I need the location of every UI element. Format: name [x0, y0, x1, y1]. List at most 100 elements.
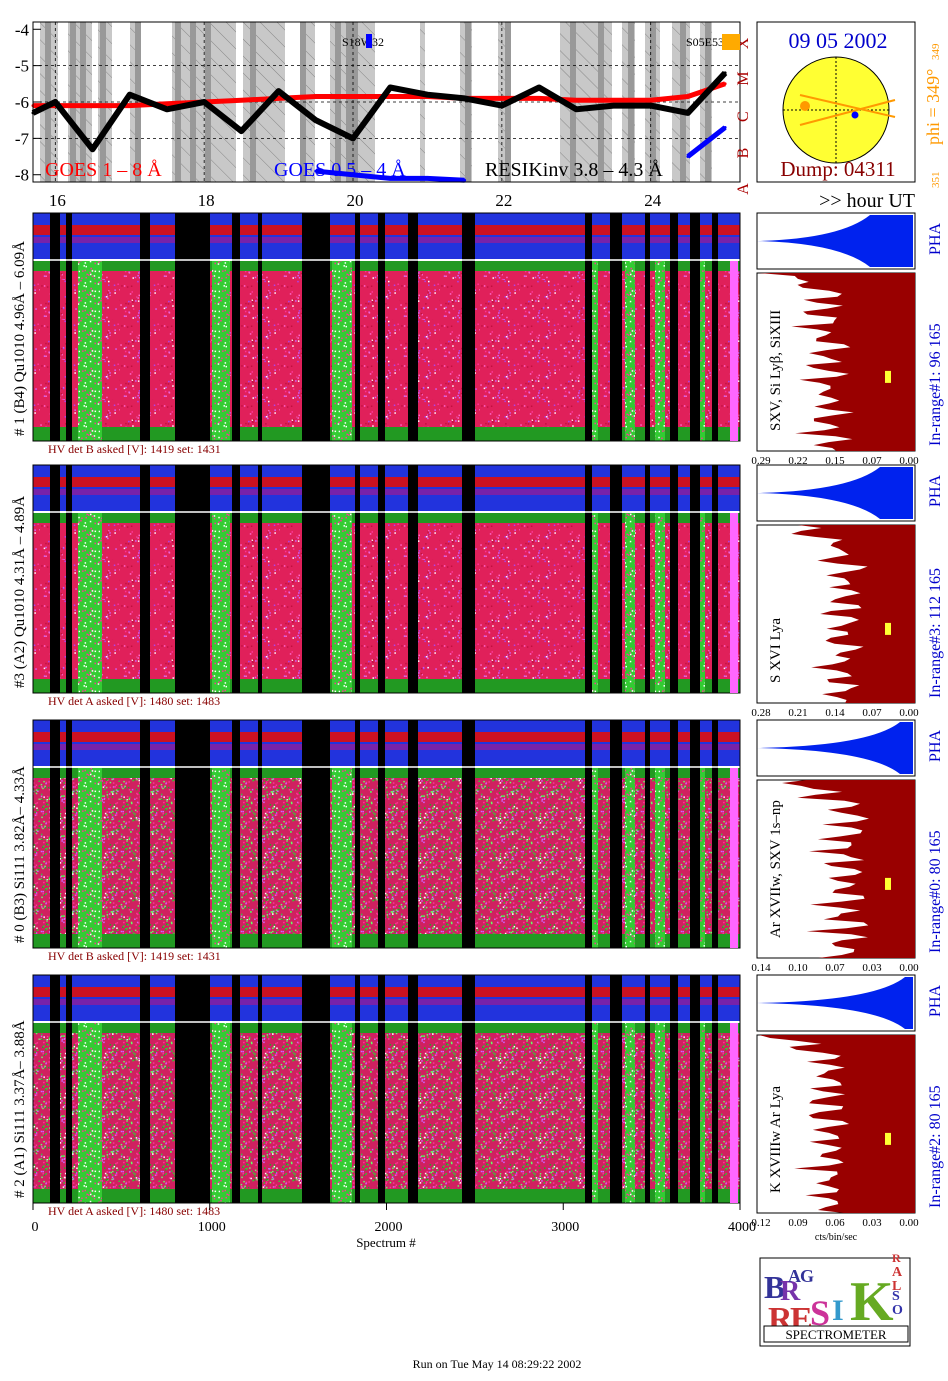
y-tick-label: -4	[15, 20, 30, 39]
logo-letter: K	[850, 1271, 894, 1333]
green-column	[78, 513, 102, 693]
right-edge-band	[730, 513, 738, 693]
series-point	[537, 86, 541, 89]
series-point	[277, 89, 281, 93]
data-gap-bar	[70, 22, 76, 182]
data-gap-column	[140, 465, 150, 693]
spectrum-profile	[782, 780, 915, 958]
green-column	[625, 768, 635, 948]
data-gap-column	[378, 465, 385, 693]
green-column	[212, 513, 230, 693]
pha-histogram	[757, 467, 913, 519]
flare-class-letter: B	[735, 148, 752, 159]
green-column	[700, 768, 705, 948]
profile-tick-label: 0.07	[825, 962, 845, 974]
series-point	[388, 176, 392, 180]
phi-small-label: 349	[930, 43, 942, 60]
series-point	[612, 98, 615, 102]
line-marker	[885, 370, 891, 383]
spectrum-profile	[759, 1035, 915, 1213]
in-range-label: In-range#3: 112 165	[927, 568, 944, 698]
line-marker	[885, 622, 891, 635]
data-gap-column	[355, 975, 360, 1203]
hv-setting-label: HV det A asked [V]: 1480 set: 1483	[48, 694, 220, 708]
logo-letter: R	[780, 1276, 801, 1307]
profile-tick-label: 0.12	[751, 1217, 770, 1229]
spectrogram-image	[33, 513, 740, 693]
profile-tick-label: 0.10	[788, 962, 808, 974]
data-gap-column	[175, 975, 210, 1203]
flare-class-letter: A	[735, 183, 752, 195]
pha-band	[33, 489, 740, 495]
spectrogram-edge	[33, 768, 740, 778]
series-point	[314, 95, 318, 98]
green-column	[78, 768, 102, 948]
data-gap-bar	[352, 22, 358, 182]
flare-class-letter: C	[735, 111, 752, 122]
logo-letter: O	[892, 1303, 903, 1318]
line-identification: K XVIIIw Ar Lya	[768, 1086, 784, 1193]
profile-tick-label: 0.28	[751, 707, 771, 719]
data-gap-column	[66, 975, 72, 1203]
data-gap-column	[258, 720, 262, 948]
series-point	[128, 93, 132, 97]
spectrogram-image	[33, 261, 740, 441]
profile-tick-label: 0.29	[751, 455, 771, 467]
flare-location-label: S18W32	[342, 35, 384, 49]
resik-series	[31, 70, 728, 153]
data-gap-column	[670, 720, 678, 948]
active-region-marker	[851, 111, 859, 119]
hv-setting-label: HV det B asked [V]: 1419 set: 1431	[48, 949, 221, 963]
data-gap-column	[645, 465, 650, 693]
pha-label: PHA	[927, 730, 944, 762]
x-tick-label: 4000	[728, 1220, 756, 1235]
series-point	[239, 129, 243, 133]
sun-disk-panel: 09 05 2002 Dump: 04311 phi = 349° 349 351	[756, 21, 943, 188]
data-gap-column	[140, 720, 150, 948]
data-gap-column	[462, 720, 475, 948]
hour-tick-label: 16	[49, 191, 66, 210]
observation-date: 09 05 2002	[789, 28, 888, 53]
in-range-label: In-range#2: 80 165	[927, 1085, 944, 1208]
legend-goes-long: GOES 1 – 8 Å	[45, 159, 162, 181]
series-point	[686, 95, 690, 98]
logo-letter: R	[892, 1251, 901, 1265]
data-gap-column	[712, 465, 718, 693]
profile-tick-label: 0.06	[825, 1217, 845, 1229]
flare-marker	[722, 34, 740, 50]
line-identification: S XVI Lya	[768, 618, 784, 683]
data-gap-column	[50, 465, 60, 693]
series-point	[463, 96, 467, 100]
pha-label: PHA	[927, 223, 944, 255]
data-gap-bar	[346, 22, 352, 182]
green-column	[332, 261, 352, 441]
green-column	[78, 1023, 102, 1203]
x-tick-label: 1000	[198, 1220, 226, 1235]
hv-setting-label: HV det B asked [V]: 1419 set: 1431	[48, 442, 221, 456]
x-axis-label: Spectrum #	[356, 1235, 416, 1250]
hour-tick-label: 24	[644, 191, 662, 210]
series-point	[500, 104, 504, 108]
data-gap-column	[66, 213, 72, 441]
series-point	[53, 100, 57, 104]
data-gap-column	[355, 465, 360, 693]
green-column	[588, 768, 598, 948]
green-column	[655, 261, 665, 441]
detector-panel-0: HV det B asked [V]: 1419 set: 1431 # 1 (B…	[12, 212, 944, 467]
pha-peak-band	[33, 987, 740, 997]
green-column	[625, 513, 635, 693]
green-column	[625, 1023, 635, 1203]
cts-axis-label: cts/bin/sec	[815, 1232, 858, 1243]
data-gap-column	[670, 975, 678, 1203]
data-gap-column	[140, 213, 150, 441]
hour-unit-label: >> hour UT	[819, 190, 915, 212]
detector-panel-2: HV det B asked [V]: 1419 set: 1431 # 0 (B…	[12, 719, 944, 974]
y-tick-label: -7	[15, 129, 30, 148]
legend-goes-short: GOES 0.5 – 4 Å	[274, 159, 406, 181]
flare-location-label: S05E53	[686, 35, 724, 49]
green-column	[700, 1023, 705, 1203]
series-point	[91, 147, 94, 151]
logo-letter: A	[788, 1266, 801, 1286]
green-column	[588, 513, 598, 693]
